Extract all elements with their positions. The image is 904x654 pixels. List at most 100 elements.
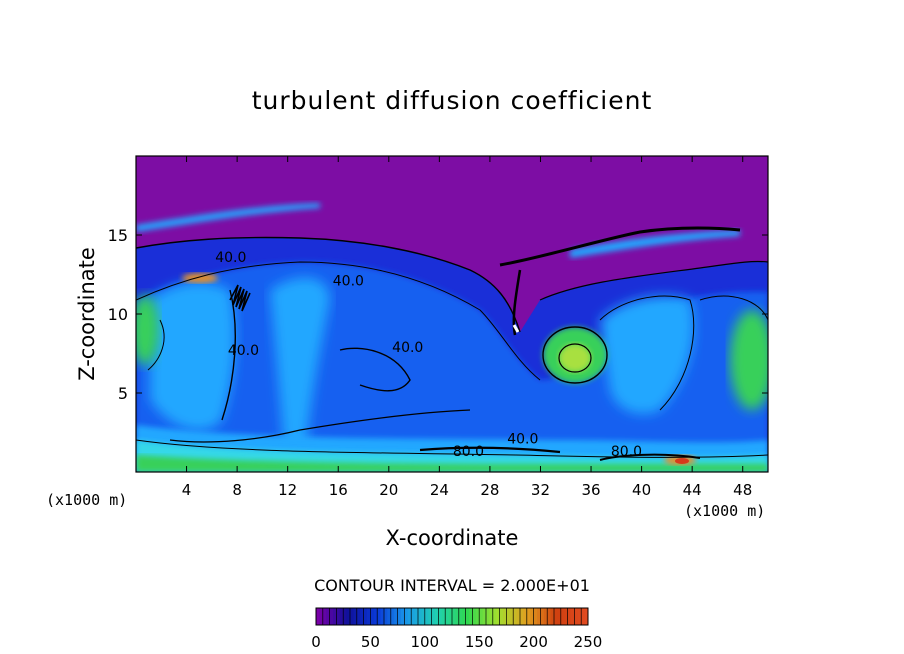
colorbar-swatch <box>424 608 429 625</box>
colorbar-swatch <box>333 608 337 625</box>
colorbar-swatch <box>584 608 589 625</box>
contour-labels: 40.0 40.0 40.0 40.0 40.0 80.0 80.0 <box>215 250 642 460</box>
contour-value-label: 40.0 <box>507 432 538 448</box>
colorbar-swatch <box>462 608 467 625</box>
chart-title: turbulent diffusion coefficient <box>251 86 653 115</box>
colorbar-swatch <box>543 608 548 625</box>
colorbar-swatch <box>479 608 484 625</box>
colorbar-swatch <box>394 608 399 625</box>
colorbar-swatch <box>350 608 354 625</box>
colorbar-swatch <box>564 608 569 625</box>
colorbar-swatch <box>526 608 531 625</box>
colorbar-swatch <box>475 608 480 625</box>
colorbar-swatch <box>520 608 524 625</box>
colorbar-swatch <box>367 608 371 625</box>
colorbar-swatch <box>492 608 497 625</box>
colorbar-swatch <box>411 608 416 625</box>
green-left-edge <box>136 295 159 365</box>
colorbar-swatch <box>407 608 412 625</box>
colorbar-swatch <box>455 608 460 625</box>
x-tick-label: 12 <box>278 481 297 499</box>
colorbar-swatch <box>404 608 409 625</box>
contour-value-label: 40.0 <box>228 343 259 359</box>
colorbar-swatch <box>322 608 327 625</box>
x-tick-label: 8 <box>232 481 242 499</box>
x-tick-label: 40 <box>632 481 651 499</box>
colorbar-swatch <box>397 608 402 625</box>
yellow-eddy <box>559 344 591 372</box>
colorbar-swatch <box>506 608 511 625</box>
colorbar-swatch <box>503 608 507 625</box>
white-contour-mark <box>512 324 520 333</box>
colorbar-swatch <box>530 608 535 625</box>
colorbar-swatch <box>472 608 477 625</box>
colorbar-swatch <box>499 608 504 625</box>
colorbar-swatch <box>547 608 552 625</box>
colorbar-swatch <box>377 608 382 625</box>
colorbar-swatch <box>571 608 575 625</box>
y-tick-label: 10 <box>108 305 128 324</box>
colorbar-swatch <box>356 608 361 625</box>
colorbar-swatch <box>448 608 453 625</box>
colorbar-swatch <box>339 608 344 625</box>
colorbar-swatch <box>336 608 341 625</box>
colorbar-swatch <box>418 608 422 625</box>
colorbar-swatch <box>428 608 433 625</box>
colorbar-swatch <box>540 608 545 625</box>
colorbar-swatch <box>567 608 572 625</box>
colorbar-swatch <box>523 608 528 625</box>
colorbar-frame <box>315 607 589 626</box>
colorbar-swatch <box>384 608 388 625</box>
colorbar-swatch <box>370 608 375 625</box>
colorbar-swatch <box>509 608 514 625</box>
contour-interval-label: CONTOUR INTERVAL = 2.000E+01 <box>314 576 590 595</box>
colorbar-tick-label: 50 <box>361 633 380 651</box>
contour-value-label: 40.0 <box>392 340 423 356</box>
colorbar-swatch <box>557 608 562 625</box>
colorbar-tick-label: 100 <box>410 633 439 651</box>
colorbar-swatch <box>513 608 518 625</box>
x-tick-label: 44 <box>683 481 702 499</box>
y-tick-label: 15 <box>108 226 128 245</box>
colorbar-swatch <box>581 608 586 625</box>
green-right-edge <box>730 310 768 410</box>
x-axis-label: X-coordinate <box>385 526 519 550</box>
x-tick-label: 20 <box>379 481 398 499</box>
colorbar-swatch <box>554 608 558 625</box>
colorbar-swatch <box>469 608 473 625</box>
light-blue-column-center <box>270 277 330 460</box>
colorbar-swatch <box>441 608 446 625</box>
colorbar-swatch <box>401 608 405 625</box>
contour-value-label: 40.0 <box>333 274 364 290</box>
x-tick-label: 36 <box>581 481 600 499</box>
contour-lines <box>136 226 768 461</box>
x-unit-label-left: (x1000 m) <box>46 491 128 509</box>
cloud-strip-right <box>570 230 740 258</box>
colorbar-swatch <box>319 608 324 625</box>
colorbar-tick-label: 200 <box>519 633 548 651</box>
colorbar-swatch <box>533 608 538 625</box>
x-unit-label-right: (x1000 m) <box>684 502 766 520</box>
x-tick-label: 24 <box>430 481 449 499</box>
y-tick-label: 5 <box>118 384 128 403</box>
colorbar-swatch <box>346 608 351 625</box>
red-patch-right <box>675 458 689 464</box>
colorbar-swatch <box>489 608 494 625</box>
light-blue-column-left <box>150 282 236 431</box>
colorbar-swatch <box>414 608 419 625</box>
colorbar-swatch <box>496 608 501 625</box>
x-tick-label: 48 <box>733 481 752 499</box>
cloud-strip <box>136 203 320 232</box>
heatmap-field <box>136 156 768 472</box>
orange-patch-left <box>182 273 218 283</box>
x-tick-label: 16 <box>329 481 348 499</box>
colorbar-swatch <box>458 608 463 625</box>
colorbar-swatch <box>390 608 395 625</box>
colorbar-swatch <box>482 608 487 625</box>
colorbar-swatch <box>516 608 521 625</box>
x-tick-label: 32 <box>531 481 550 499</box>
colorbar-swatch <box>445 608 450 625</box>
colorbar-swatch <box>360 608 365 625</box>
colorbar-swatch <box>577 608 582 625</box>
